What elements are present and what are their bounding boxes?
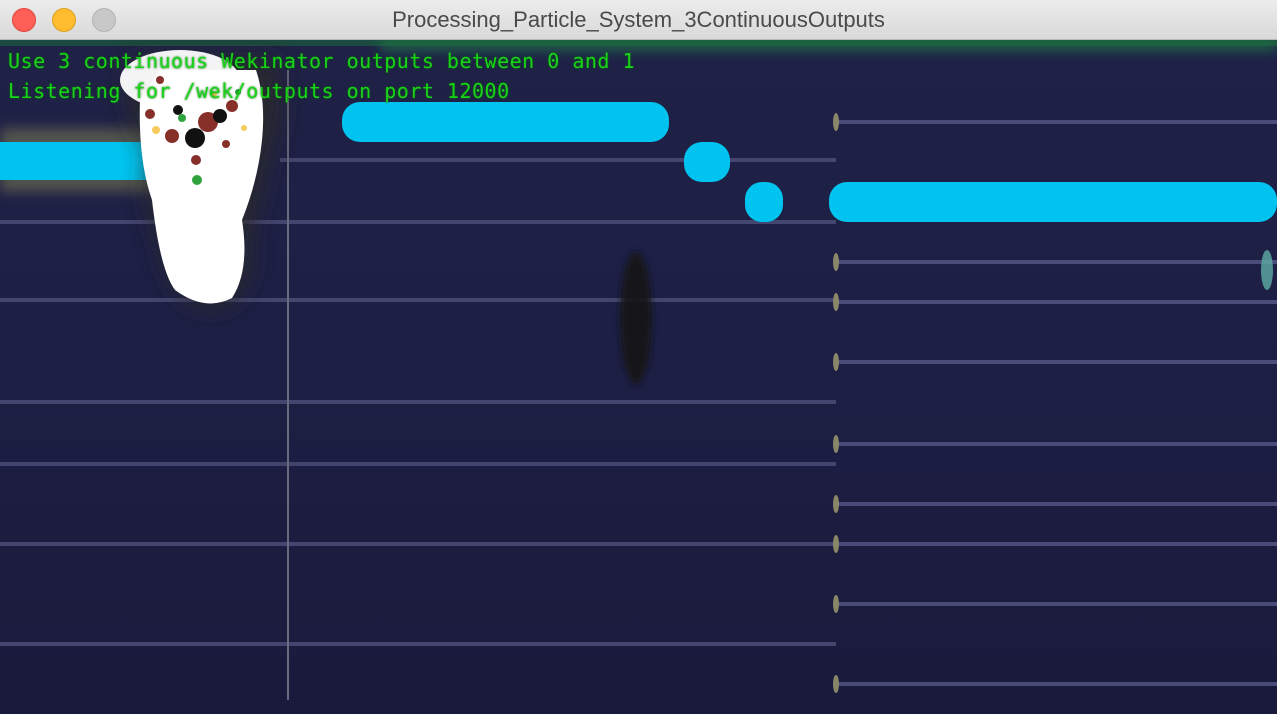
note-bar [745,182,783,222]
dark-shadow [620,252,652,384]
window-title: Processing_Particle_System_3ContinuousOu… [392,7,885,32]
staff-lines-left [0,158,836,646]
top-green-glow [380,40,1277,54]
osc-listening-status: Listening for /wek/outputs on port 12000 [8,79,510,103]
note-bar [829,182,1277,222]
close-button[interactable] [12,8,36,32]
title-bar[interactable]: Processing_Particle_System_3ContinuousOu… [0,0,1277,40]
teal-blob [1261,250,1273,290]
line-pegs [833,113,839,693]
video-background [0,40,1277,700]
particle-plume [120,50,282,309]
wekinator-output-instructions: Use 3 continuous Wekinator outputs betwe… [8,49,636,73]
zoom-button[interactable] [92,8,116,32]
sketch-canvas[interactable]: Use 3 continuous Wekinator outputs betwe… [0,40,1277,714]
minimize-button[interactable] [52,8,76,32]
staff-lines-right [836,120,1277,686]
top-green-band [0,40,1277,46]
note-bar [342,102,669,142]
note-bar [684,142,730,182]
